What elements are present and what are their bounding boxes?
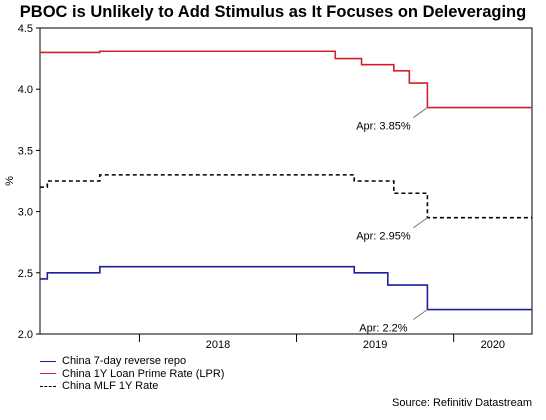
chart-title: PBOC is Unlikely to Add Stimulus as It F… — [19, 3, 527, 21]
x-tick-label: 2020 — [481, 339, 505, 350]
annotation-label-0: Apr: 3.85% — [356, 121, 411, 133]
legend-item-mlf: China MLF 1Y Rate — [40, 380, 224, 393]
plot-frame — [39, 27, 533, 335]
legend-item-lpr: China 1Y Loan Prime Rate (LPR) — [40, 368, 224, 381]
legend: China 7-day reverse repo China 1Y Loan P… — [40, 355, 224, 393]
y-tick-label: 3.5 — [18, 145, 33, 157]
legend-label-mlf: China MLF 1Y Rate — [62, 380, 159, 392]
legend-label-reverse-repo: China 7-day reverse repo — [62, 355, 187, 367]
y-tick-label: 3.0 — [18, 207, 33, 219]
legend-item-reverse-repo: China 7-day reverse repo — [40, 355, 224, 368]
legend-swatch-mlf — [40, 385, 56, 387]
x-tick-label: 2018 — [206, 339, 230, 350]
legend-label-lpr: China 1Y Loan Prime Rate (LPR) — [62, 367, 225, 380]
source-note: Source: Refinitiv Datastream — [392, 397, 532, 409]
annotation-label-2: Apr: 2.2% — [359, 323, 408, 335]
y-tick-label: 2.5 — [18, 268, 33, 280]
annotation-leader — [413, 217, 428, 229]
legend-swatch-lpr — [40, 373, 56, 375]
series-line-2 — [40, 174, 532, 219]
legend-swatch-reverse-repo — [40, 360, 56, 362]
series-line-0 — [40, 265, 532, 311]
annotation-leader — [413, 107, 428, 118]
y-axis-label: % — [4, 176, 16, 186]
annotation-label-1: Apr: 2.95% — [356, 231, 411, 243]
x-tick-label: 2019 — [363, 339, 387, 350]
y-tick-label: 2.0 — [18, 329, 33, 341]
line-chart: 2.0 2.5 3.0 3.5 4.0 4.5% 2018 2019 2020 Apr: 3.85… — [4, 23, 533, 350]
series-line-1 — [40, 50, 532, 109]
y-tick-label: 4.0 — [18, 84, 33, 96]
annotation-leader — [413, 309, 428, 320]
y-tick-label: 4.5 — [18, 23, 33, 35]
